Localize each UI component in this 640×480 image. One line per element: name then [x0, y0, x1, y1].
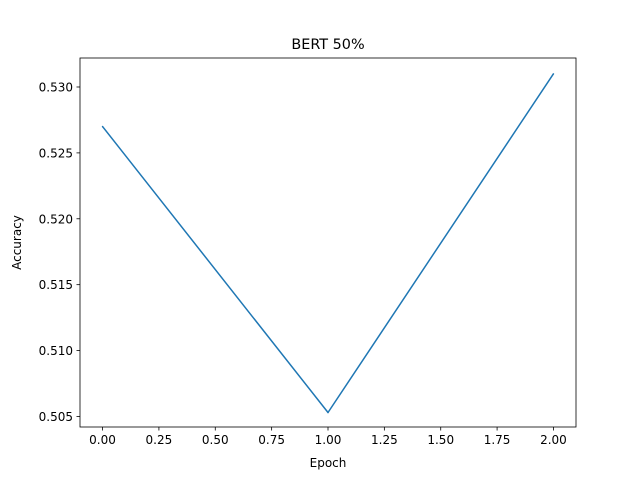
data-point: [552, 73, 555, 75]
x-tick-label: 0.00: [89, 433, 116, 447]
y-tick-label: 0.515: [39, 278, 73, 292]
x-tick-label: 1.00: [315, 433, 342, 447]
x-tick-label: 0.25: [146, 433, 173, 447]
x-axis-label: Epoch: [310, 456, 347, 470]
y-tick-label: 0.505: [39, 410, 73, 424]
y-tick-label: 0.525: [39, 146, 73, 160]
y-tick-label: 0.530: [39, 80, 73, 94]
series-layer: [101, 73, 555, 414]
chart-title: BERT 50%: [291, 37, 364, 53]
plot-area: [80, 58, 576, 427]
data-point: [327, 411, 329, 414]
x-tick-label: 0.50: [202, 433, 229, 447]
x-tick-label: 1.75: [484, 433, 511, 447]
x-tick-label: 2.00: [540, 433, 567, 447]
x-tick-label: 1.25: [371, 433, 398, 447]
y-axis-label: Accuracy: [10, 215, 24, 270]
x-tick-label: 0.75: [258, 433, 285, 447]
y-tick-label: 0.510: [39, 344, 73, 358]
x-tick-label: 1.50: [427, 433, 454, 447]
x-axis: 0.00 0.25 0.50 0.75 1.00 1.25 1.50 1.75 2.00: [89, 427, 567, 447]
plot-frame: [79, 57, 577, 428]
y-axis: 0.505 0.510 0.515 0.520 0.525 0.530: [39, 80, 80, 424]
y-tick-label: 0.520: [39, 212, 73, 226]
data-point: [101, 125, 104, 128]
